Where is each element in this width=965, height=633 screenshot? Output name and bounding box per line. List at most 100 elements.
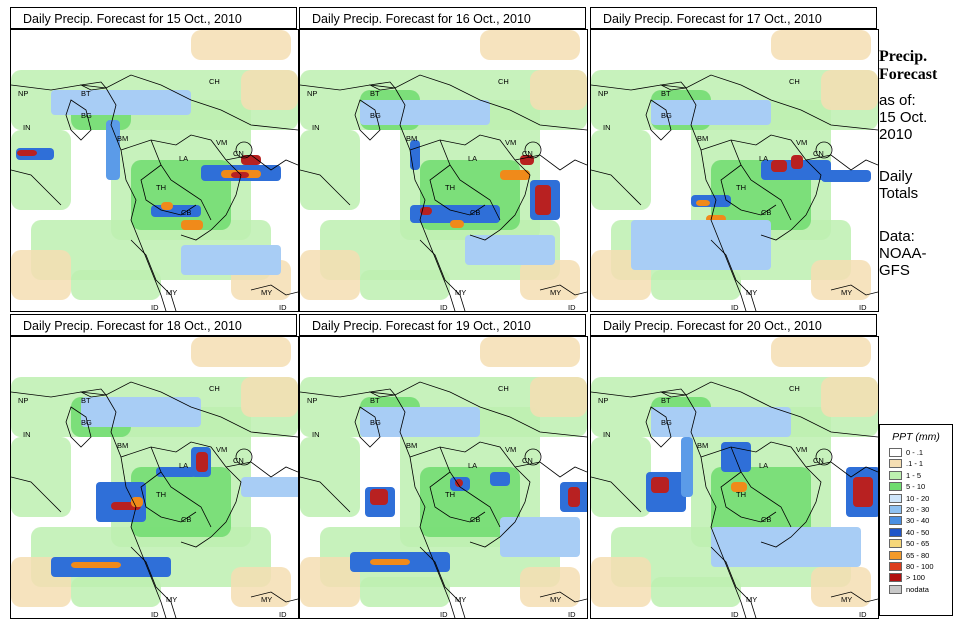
country-border — [250, 591, 298, 603]
country-border — [65, 406, 92, 448]
country-label-my: MY — [841, 595, 852, 604]
country-label-bm: BM — [406, 134, 417, 143]
country-label-my: MY — [841, 288, 852, 297]
legend-label: .1 - 1 — [906, 459, 924, 469]
country-label-my: MY — [746, 288, 757, 297]
precip-cell — [771, 160, 787, 172]
legend-title: PPT (mm) — [892, 431, 940, 443]
precip-cell — [370, 489, 388, 505]
legend-label: 40 - 50 — [906, 527, 930, 537]
country-label-vm: VM — [216, 138, 227, 147]
forecast-panel: Daily Precip. Forecast for 16 Oct., 2010… — [299, 7, 588, 312]
country-border — [225, 461, 298, 478]
panel-title: Daily Precip. Forecast for 17 Oct., 2010 — [590, 7, 877, 29]
country-border — [150, 139, 212, 221]
country-border — [419, 546, 466, 618]
forecast-panel: Daily Precip. Forecast for 18 Oct., 2010… — [10, 314, 299, 619]
legend-item: 10 - 20 — [880, 493, 952, 504]
country-label-bg: BG — [661, 111, 672, 120]
legend-swatch — [889, 470, 902, 480]
precip-area — [811, 260, 871, 300]
country-label-th: TH — [445, 183, 455, 192]
country-border — [659, 81, 687, 91]
country-label-bg: BG — [370, 418, 381, 427]
country-border — [140, 471, 197, 523]
forecast-panel: Daily Precip. Forecast for 15 Oct., 2010… — [10, 7, 299, 312]
precip-cell — [17, 150, 37, 156]
legend-label: 20 - 30 — [906, 504, 930, 514]
country-border — [394, 394, 456, 618]
precip-map: NP BT BG IN CH BM LA VM TH CB CN MY ID MY ID — [299, 336, 588, 619]
precip-area — [480, 337, 580, 367]
country-border — [300, 169, 351, 206]
precip-cell — [500, 517, 580, 557]
country-label-np: NP — [307, 396, 317, 405]
country-border — [700, 441, 822, 548]
precip-area — [300, 557, 360, 607]
precip-cell — [181, 220, 203, 230]
forecast-panel: Daily Precip. Forecast for 17 Oct., 2010… — [590, 7, 879, 312]
country-border — [524, 141, 542, 159]
legend-item: 80 - 100 — [880, 561, 952, 572]
country-border — [720, 471, 777, 523]
precip-area — [520, 260, 580, 300]
country-label-my: MY — [550, 288, 561, 297]
precip-cell — [106, 120, 120, 180]
legend-label: 10 - 20 — [906, 493, 930, 503]
country-label-np: NP — [18, 89, 28, 98]
country-label-vm: VM — [505, 138, 516, 147]
legend-swatch — [889, 448, 902, 457]
precip-map: NP BT BG IN CH BM LA VM TH CB CN MY ID MY ID — [299, 29, 588, 312]
legend-item: > 100 — [880, 572, 952, 583]
precip-cell — [631, 220, 771, 270]
country-border — [250, 284, 298, 296]
country-label-id: ID — [568, 303, 576, 311]
precip-area — [771, 30, 871, 60]
country-border — [419, 239, 466, 311]
country-label-cb: CB — [470, 515, 480, 524]
country-label-np: NP — [598, 89, 608, 98]
as-of-date: 15 Oct. 2010 — [879, 109, 928, 143]
country-border — [11, 169, 62, 206]
country-border — [439, 446, 501, 528]
legend-item: nodata — [880, 584, 952, 595]
country-border — [514, 154, 587, 171]
country-label-th: TH — [736, 183, 746, 192]
country-label-bm: BM — [117, 441, 128, 450]
country-label-ch: CH — [209, 384, 220, 393]
country-label-in: IN — [23, 123, 31, 132]
precip-area — [591, 557, 651, 607]
precip-cell — [81, 397, 201, 427]
precip-cell — [651, 407, 791, 437]
country-border — [11, 476, 62, 513]
country-label-in: IN — [603, 123, 611, 132]
country-label-bg: BG — [81, 418, 92, 427]
precip-cell — [791, 155, 803, 169]
legend-swatch — [889, 573, 902, 583]
country-label-cb: CB — [470, 208, 480, 217]
precip-area — [241, 70, 298, 110]
country-label-la: LA — [179, 461, 188, 470]
daily-totals-text: Daily Totals — [879, 168, 919, 202]
precip-cell — [853, 477, 873, 507]
legend-label: 50 - 65 — [906, 539, 930, 549]
precip-cell — [721, 442, 751, 472]
country-border — [429, 471, 486, 523]
precip-area — [11, 130, 71, 210]
country-label-la: LA — [759, 461, 768, 470]
country-label-id: ID — [151, 303, 159, 311]
country-border — [685, 87, 747, 311]
precip-map-svg: NP BT BG IN CH BM LA VM TH CB CN MY ID MY ID — [11, 337, 298, 618]
precip-area — [651, 270, 741, 300]
country-border — [65, 99, 92, 141]
precip-cell — [696, 200, 710, 206]
country-label-id: ID — [440, 610, 448, 618]
country-label-bg: BG — [661, 418, 672, 427]
panel-title: Daily Precip. Forecast for 18 Oct., 2010 — [10, 314, 297, 336]
country-label-id: ID — [151, 610, 159, 618]
country-border — [815, 141, 833, 159]
forecast-panel: Daily Precip. Forecast for 20 Oct., 2010… — [590, 314, 879, 619]
country-label-cn: CN — [233, 456, 244, 465]
legend-swatch — [889, 482, 902, 492]
country-label-cb: CB — [181, 515, 191, 524]
